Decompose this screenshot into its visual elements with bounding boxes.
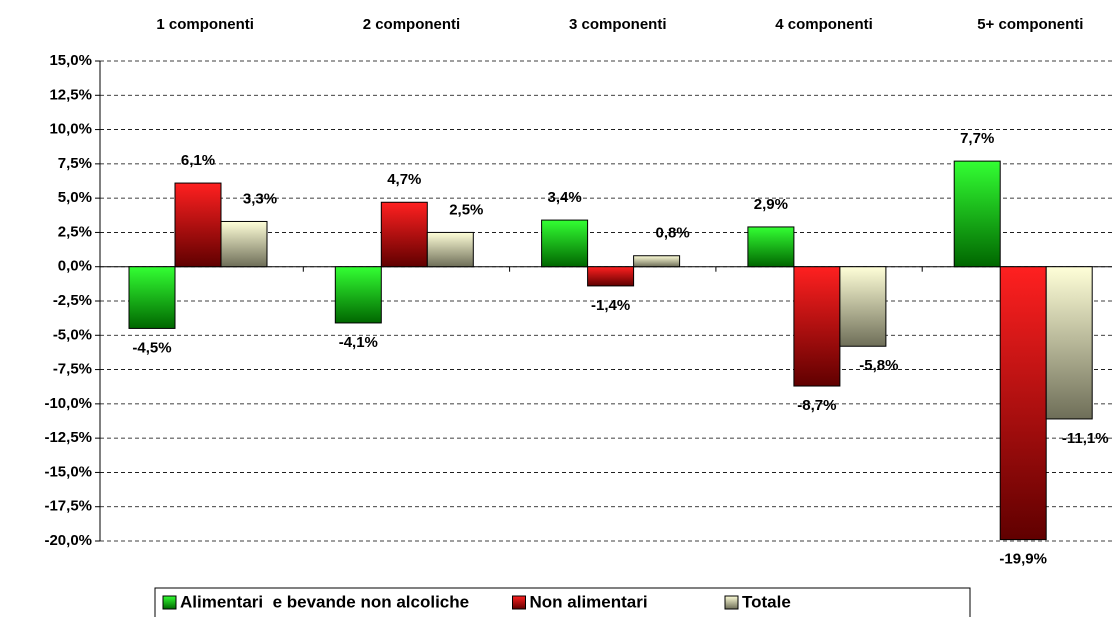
data-label: 2,9% — [754, 196, 788, 213]
y-tick-label: -17,5% — [44, 498, 92, 515]
legend-label: Totale — [742, 592, 791, 611]
legend-box — [154, 587, 971, 617]
data-label: -19,9% — [999, 551, 1047, 568]
bar — [174, 182, 222, 268]
category-label: 3 componenti — [569, 16, 667, 33]
legend-swatch — [162, 595, 177, 610]
y-tick-label: -10,0% — [44, 395, 92, 412]
data-label: 0,8% — [655, 225, 689, 242]
legend-swatch — [512, 595, 526, 610]
y-tick-label: 10,0% — [49, 121, 92, 138]
category-label: 1 componenti — [156, 16, 254, 33]
y-tick-label: 15,0% — [49, 52, 92, 69]
bar — [334, 266, 382, 324]
bar — [128, 266, 176, 329]
bar — [747, 226, 795, 268]
data-label: 3,3% — [243, 190, 277, 207]
y-tick-label: -7,5% — [53, 361, 92, 378]
legend-label: Alimentari e bevande non alcoliche — [180, 592, 469, 611]
y-tick-label: -20,0% — [44, 532, 92, 549]
bar — [1045, 266, 1093, 420]
data-label: -1,4% — [591, 297, 630, 314]
bar — [541, 219, 589, 268]
bar — [953, 160, 1001, 268]
data-label: 7,7% — [960, 130, 994, 147]
category-label: 2 componenti — [363, 16, 461, 33]
legend-label: Non alimentari — [530, 592, 648, 611]
y-tick-label: -15,0% — [44, 463, 92, 480]
y-tick-label: 5,0% — [58, 189, 92, 206]
bar — [839, 266, 887, 347]
data-label: 6,1% — [181, 152, 215, 169]
data-label: 4,7% — [387, 171, 421, 188]
data-label: 2,5% — [449, 201, 483, 218]
bar — [793, 266, 841, 387]
y-tick-label: 12,5% — [49, 86, 92, 103]
category-label: 4 componenti — [775, 16, 873, 33]
bar — [633, 255, 681, 268]
bar — [380, 201, 428, 268]
bar — [220, 220, 268, 268]
bar — [999, 266, 1047, 541]
y-tick-label: 2,5% — [58, 223, 92, 240]
legend-swatch — [724, 595, 739, 610]
data-label: -11,1% — [1062, 430, 1109, 447]
data-label: -5,8% — [859, 357, 898, 374]
data-label: 3,4% — [547, 189, 581, 206]
y-tick-label: -5,0% — [53, 326, 92, 343]
category-label: 5+ componenti — [977, 16, 1083, 33]
data-label: -4,1% — [339, 334, 378, 351]
bar — [426, 231, 474, 268]
y-tick-label: -2,5% — [53, 292, 92, 309]
bar — [587, 266, 635, 287]
y-tick-label: 0,0% — [58, 258, 92, 275]
data-label: -4,5% — [132, 339, 171, 356]
data-label: -8,7% — [797, 397, 836, 414]
y-tick-label: -12,5% — [44, 429, 92, 446]
y-tick-label: 7,5% — [58, 155, 92, 172]
